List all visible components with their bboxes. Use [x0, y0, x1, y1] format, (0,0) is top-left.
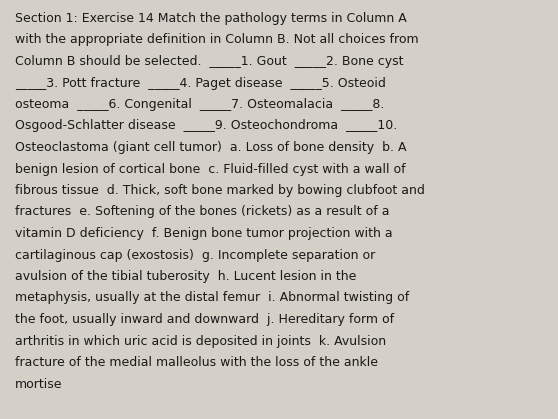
Text: metaphysis, usually at the distal femur  i. Abnormal twisting of: metaphysis, usually at the distal femur …: [15, 292, 409, 305]
Text: vitamin D deficiency  f. Benign bone tumor projection with a: vitamin D deficiency f. Benign bone tumo…: [15, 227, 393, 240]
Text: osteoma  _____6. Congenital  _____7. Osteomalacia  _____8.: osteoma _____6. Congenital _____7. Osteo…: [15, 98, 384, 111]
Text: avulsion of the tibial tuberosity  h. Lucent lesion in the: avulsion of the tibial tuberosity h. Luc…: [15, 270, 357, 283]
Text: Osgood-Schlatter disease  _____9. Osteochondroma  _____10.: Osgood-Schlatter disease _____9. Osteoch…: [15, 119, 397, 132]
Text: arthritis in which uric acid is deposited in joints  k. Avulsion: arthritis in which uric acid is deposite…: [15, 334, 386, 347]
Text: fibrous tissue  d. Thick, soft bone marked by bowing clubfoot and: fibrous tissue d. Thick, soft bone marke…: [15, 184, 425, 197]
Text: the foot, usually inward and downward  j. Hereditary form of: the foot, usually inward and downward j.…: [15, 313, 394, 326]
Text: Column B should be selected.  _____1. Gout  _____2. Bone cyst: Column B should be selected. _____1. Gou…: [15, 55, 403, 68]
Text: Section 1: Exercise 14 Match the pathology terms in Column A: Section 1: Exercise 14 Match the patholo…: [15, 12, 407, 25]
Text: fractures  e. Softening of the bones (rickets) as a result of a: fractures e. Softening of the bones (ric…: [15, 205, 389, 218]
Text: fracture of the medial malleolus with the loss of the ankle: fracture of the medial malleolus with th…: [15, 356, 378, 369]
Text: cartilaginous cap (exostosis)  g. Incomplete separation or: cartilaginous cap (exostosis) g. Incompl…: [15, 248, 375, 261]
Text: Osteoclastoma (giant cell tumor)  a. Loss of bone density  b. A: Osteoclastoma (giant cell tumor) a. Loss…: [15, 141, 406, 154]
Text: with the appropriate definition in Column B. Not all choices from: with the appropriate definition in Colum…: [15, 34, 418, 47]
Text: mortise: mortise: [15, 378, 62, 391]
Text: _____3. Pott fracture  _____4. Paget disease  _____5. Osteoid: _____3. Pott fracture _____4. Paget dise…: [15, 77, 386, 90]
Text: benign lesion of cortical bone  c. Fluid-filled cyst with a wall of: benign lesion of cortical bone c. Fluid-…: [15, 163, 406, 176]
